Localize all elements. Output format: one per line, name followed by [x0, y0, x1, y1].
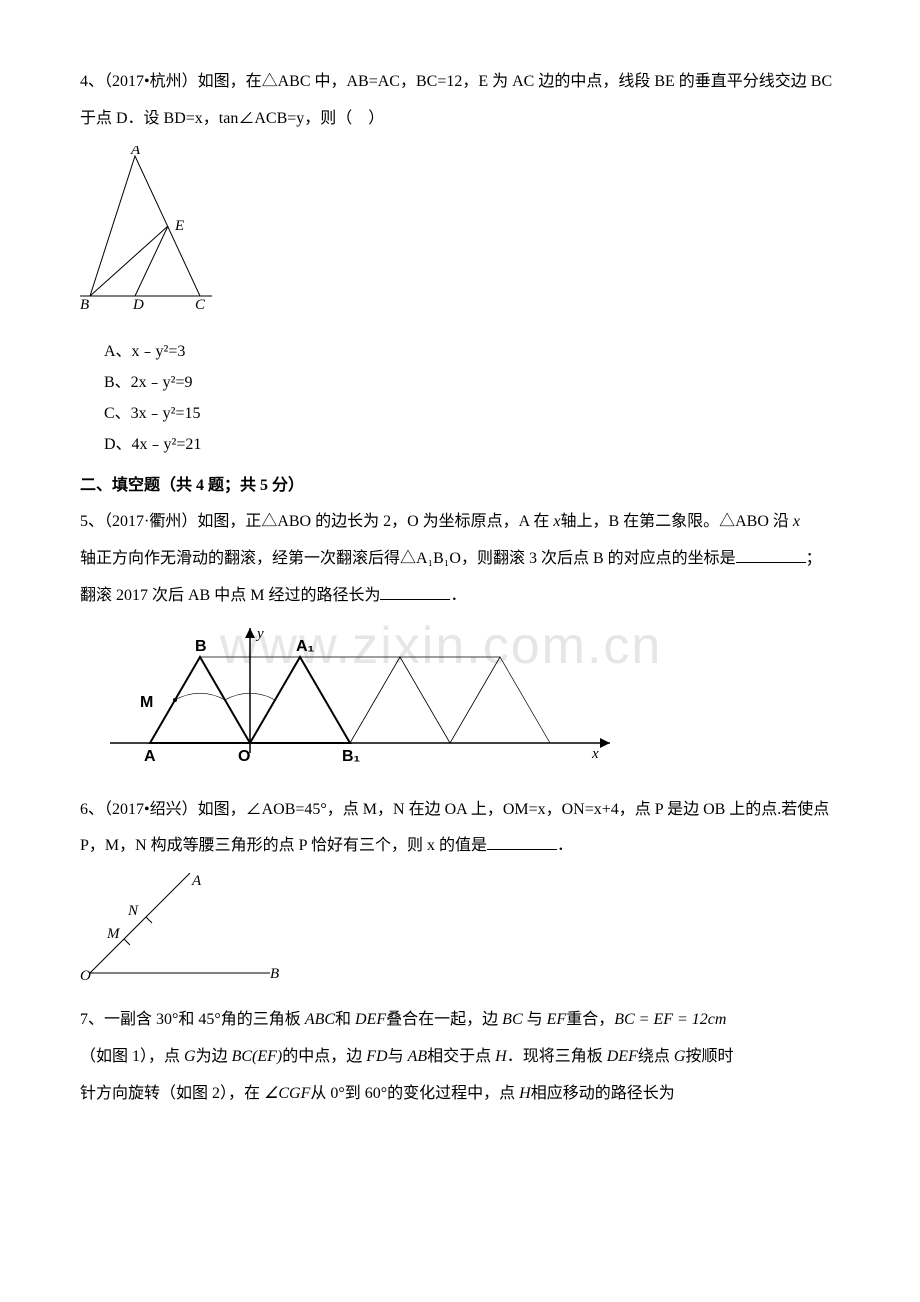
q7-c2: 从 0°到 60°的变化过程中，点	[310, 1085, 519, 1102]
svg-text:M: M	[106, 926, 121, 942]
q5-line3: 翻滚 2017 次后 AB 中点 M 经过的路径长为 ．	[80, 582, 840, 611]
q7-line2: （如图 1），点 G为边 BC(EF)的中点，边 FD与 AB相交于点 H．现将…	[80, 1043, 840, 1072]
q7-def2: DEF	[607, 1048, 638, 1065]
svg-text:B: B	[80, 297, 89, 313]
q7-g2: G	[674, 1048, 686, 1065]
q5-line1: 5、（2017·衢州）如图，正△ABO 的边长为 2，O 为坐标原点，A 在 x…	[80, 508, 840, 537]
q7-abc: ABC	[305, 1011, 335, 1028]
q5-t3: 轴正方向作无滑动的翻滚，经第一次翻滚后得△A₁B₁O，则翻滚 3 次后点 B 的…	[80, 550, 736, 567]
q5-t3b: ；	[806, 550, 822, 567]
q7-angle: ∠CGF	[264, 1085, 310, 1102]
svg-text:O: O	[80, 968, 91, 983]
q7-b3: 的中点，边	[282, 1048, 366, 1065]
q7-c3: 相应移动的路径长为	[531, 1085, 675, 1102]
q7-b5: 相交于点	[427, 1048, 495, 1065]
q4-optC: C、3x﹣y²=15	[104, 400, 840, 429]
svg-text:M: M	[140, 694, 153, 711]
q7-5: 重合，	[566, 1011, 614, 1028]
svg-text:D: D	[132, 297, 144, 313]
svg-text:B₁: B₁	[342, 748, 361, 765]
svg-text:A: A	[144, 748, 156, 765]
q7-ab: AB	[408, 1048, 428, 1065]
q4-figure: A B C D E	[80, 146, 840, 327]
q5-t4: 翻滚 2017 次后 AB 中点 M 经过的路径长为	[80, 587, 380, 604]
q6-t2: P，M，N 构成等腰三角形的点 P 恰好有三个，则 x 的值是	[80, 837, 487, 854]
q7-line3: 针方向旋转（如图 2），在 ∠CGF从 0°到 60°的变化过程中，点 H相应移…	[80, 1080, 840, 1109]
svg-text:O: O	[238, 748, 250, 765]
section2-heading: 二、填空题（共 4 题；共 5 分）	[80, 472, 840, 501]
q5-t1: 5、（2017·衢州）如图，正△ABO 的边长为 2，O 为坐标原点，A 在	[80, 513, 553, 530]
svg-text:x: x	[591, 746, 599, 762]
q5-blank1	[736, 546, 806, 563]
svg-text:y: y	[255, 626, 264, 642]
q7-h2: H	[519, 1085, 531, 1102]
q7-c1: 针方向旋转（如图 2），在	[80, 1085, 264, 1102]
q6-t2b: ．	[557, 837, 573, 854]
q6-line2: P，M，N 构成等腰三角形的点 P 恰好有三个，则 x 的值是 ．	[80, 832, 840, 861]
q7-bcef: BC(EF)	[232, 1048, 283, 1065]
q7-4: 与	[523, 1011, 547, 1028]
q5-var2: x	[793, 513, 800, 530]
q7-line1: 7、一副含 30°和 45°角的三角板 ABC和 DEF叠合在一起，边 BC 与…	[80, 1006, 840, 1035]
q4-optB: B、2x﹣y²=9	[104, 369, 840, 398]
q7-b1: （如图 1），点	[80, 1048, 184, 1065]
q7-b2: 为边	[196, 1048, 232, 1065]
svg-text:A₁: A₁	[296, 638, 315, 655]
q7-b8: 按顺时	[685, 1048, 733, 1065]
q6-figure: A B O M N	[80, 873, 840, 994]
q7-3: 叠合在一起，边	[386, 1011, 502, 1028]
q7-h: H	[495, 1048, 507, 1065]
svg-text:C: C	[195, 297, 206, 313]
q5-figure: B M A O A₁ B₁ y x	[110, 623, 840, 784]
svg-text:B: B	[195, 638, 207, 655]
q5-t4b: ．	[450, 587, 466, 604]
q5-t2: 轴上，B 在第二象限。△ABO 沿	[560, 513, 792, 530]
page-content: 4、（2017•杭州）如图，在△ABC 中，AB=AC，BC=12，E 为 AC…	[80, 68, 840, 1108]
svg-text:A: A	[191, 873, 202, 889]
q7-b7: 绕点	[638, 1048, 674, 1065]
q6-blank	[487, 833, 557, 850]
q7-1: 7、一副含 30°和 45°角的三角板	[80, 1011, 305, 1028]
q7-ef: EF	[547, 1011, 567, 1028]
q7-b4: 与	[388, 1048, 408, 1065]
q5-blank2	[380, 583, 450, 600]
q6-line1: 6、（2017•绍兴）如图，∠AOB=45°，点 M，N 在边 OA 上，OM=…	[80, 796, 840, 825]
q7-bc: BC	[502, 1011, 522, 1028]
svg-text:B: B	[270, 966, 279, 982]
q7-b6: ．现将三角板	[507, 1048, 607, 1065]
q7-fd: FD	[366, 1048, 387, 1065]
q4-line2: 于点 D．设 BD=x，tan∠ACB=y，则（ ）	[80, 105, 840, 134]
svg-text:A: A	[130, 146, 141, 158]
q7-2: 和	[335, 1011, 355, 1028]
q7-def: DEF	[355, 1011, 386, 1028]
svg-text:N: N	[127, 903, 139, 919]
q7-eq1: BC = EF = 12cm	[614, 1011, 726, 1028]
q4-line1: 4、（2017•杭州）如图，在△ABC 中，AB=AC，BC=12，E 为 AC…	[80, 68, 840, 97]
svg-text:E: E	[174, 218, 184, 234]
q5-line2: 轴正方向作无滑动的翻滚，经第一次翻滚后得△A₁B₁O，则翻滚 3 次后点 B 的…	[80, 545, 840, 574]
q4-optD: D、4x﹣y²=21	[104, 431, 840, 460]
q7-g: G	[184, 1048, 196, 1065]
q4-options: A、x﹣y²=3 B、2x﹣y²=9 C、3x﹣y²=15 D、4x﹣y²=21	[104, 338, 840, 459]
q4-optA: A、x﹣y²=3	[104, 338, 840, 367]
